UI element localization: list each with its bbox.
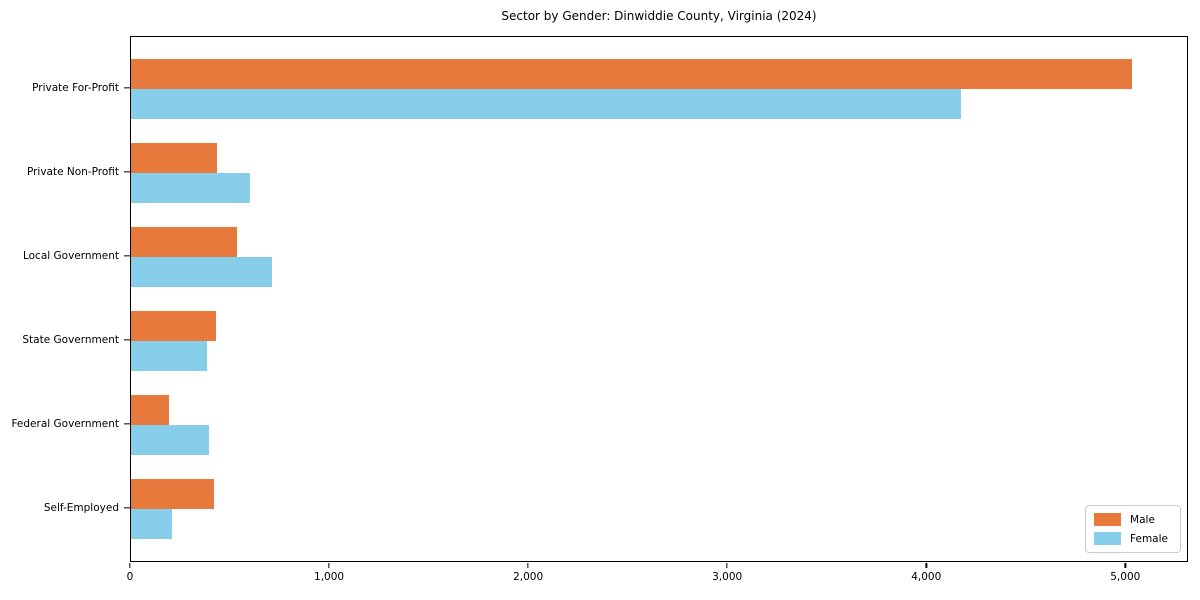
legend-entry-male: Male [1094, 513, 1168, 526]
bar-female-private-for-profit [131, 89, 961, 119]
x-tick-label: 5,000 [1110, 571, 1141, 583]
legend-swatch-male [1094, 513, 1122, 526]
x-tick-label: 4,000 [911, 571, 942, 583]
legend-label-male: Male [1130, 513, 1155, 526]
x-axis: 0 1,000 2,000 3,000 4,000 5,000 [126, 562, 1188, 592]
bar-female-private-non-profit [131, 173, 250, 203]
y-axis: Private For-Profit Private Non-Profit Loca… [0, 36, 130, 562]
legend-swatch-female [1094, 532, 1122, 545]
y-tick-label: Self-Employed [43, 502, 119, 514]
bar-female-federal-government [131, 425, 209, 455]
chart-title: Sector by Gender: Dinwiddie County, Virg… [501, 9, 817, 23]
legend-label-female: Female [1130, 532, 1168, 545]
y-tick-mark [124, 423, 130, 425]
x-tick-mark [925, 563, 927, 568]
bar-female-local-government [131, 257, 272, 287]
y-tick-label: Local Government [22, 250, 119, 262]
x-tick-mark [129, 563, 131, 568]
bar-female-self-employed [131, 509, 172, 539]
x-tick-mark [726, 563, 728, 568]
legend-entry-female: Female [1094, 532, 1168, 545]
y-tick-mark [124, 255, 130, 257]
bar-male-federal-government [131, 395, 169, 425]
legend: Male Female [1085, 505, 1181, 553]
bar-male-state-government [131, 311, 216, 341]
plot-area: Male Female [130, 36, 1188, 562]
x-tick-label: 0 [126, 571, 134, 583]
bar-male-self-employed [131, 479, 214, 509]
x-tick-label: 1,000 [314, 571, 345, 583]
y-tick-label: State Government [22, 334, 119, 346]
bar-male-private-for-profit [131, 59, 1132, 89]
x-tick-label: 2,000 [513, 571, 544, 583]
y-tick-label: Federal Government [11, 418, 119, 430]
y-tick-mark [124, 171, 130, 173]
y-tick-label: Private For-Profit [32, 82, 119, 94]
bar-male-private-non-profit [131, 143, 217, 173]
y-tick-mark [124, 507, 130, 509]
x-tick-mark [527, 563, 529, 568]
x-tick-mark [1124, 563, 1126, 568]
y-tick-label: Private Non-Profit [26, 166, 119, 178]
x-tick-label: 3,000 [712, 571, 743, 583]
y-tick-mark [124, 339, 130, 341]
bar-male-local-government [131, 227, 237, 257]
bar-female-state-government [131, 341, 207, 371]
y-tick-mark [124, 87, 130, 89]
x-tick-mark [328, 563, 330, 568]
